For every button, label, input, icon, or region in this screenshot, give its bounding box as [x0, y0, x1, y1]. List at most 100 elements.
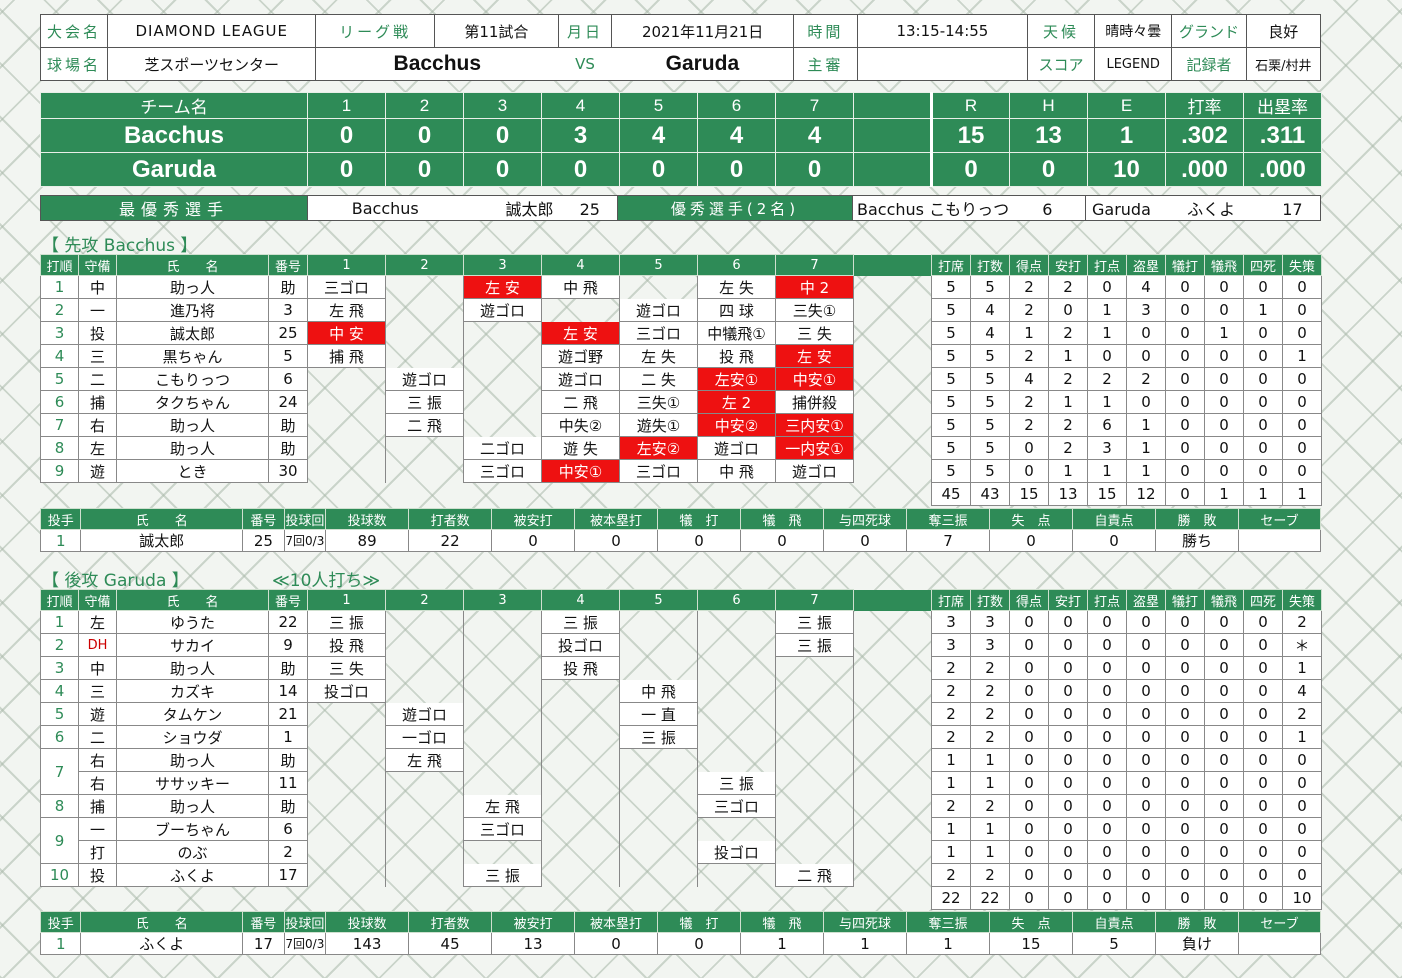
- batting-header-cell: 6: [697, 589, 776, 611]
- inning-result: [385, 275, 464, 299]
- batting-order: 7: [40, 413, 79, 437]
- inning-result: 遊ゴロ: [775, 459, 854, 483]
- batting-stat: 1: [1087, 298, 1127, 322]
- pitching-header-cell: 被安打: [491, 508, 576, 530]
- batting-header-row: 打順 守備氏 名番号 1 2 3 4 5 6 7 打席 打数 得点 安打 打点 盗塁 犠打 犠飛 四死 失策: [40, 589, 1322, 611]
- batting-stat: 0: [1243, 702, 1283, 726]
- inning-result: [541, 298, 620, 322]
- game-header: 大会名 DIAMOND LEAGUE リーグ戦 第11試合 月日 2021年11…: [39, 14, 1322, 81]
- batting-stat: 0: [1087, 794, 1127, 818]
- inning-result: [463, 367, 542, 391]
- inning-result: 遊失①: [619, 413, 698, 437]
- batting-stat: 0: [1009, 702, 1049, 726]
- batting-stat: 0: [1048, 863, 1088, 887]
- batting-stat: 0: [1165, 771, 1205, 795]
- pitching-ip: 7回0/3: [283, 529, 327, 552]
- top-pitching-table: 投手氏 名番号 投球回 投球数 打者数 被安打 被本塁打犠 打犠 飛与四死球 奪三振失 点自…: [39, 508, 1322, 552]
- batting-stat: 0: [1204, 863, 1244, 887]
- pitching-name: ふくよ: [80, 932, 244, 955]
- inning-result: [619, 794, 698, 818]
- inning-result: [307, 390, 386, 414]
- inning-result: 左 失: [619, 344, 698, 368]
- batting-stat: 2: [1009, 413, 1049, 437]
- batting-stat: 0: [1009, 679, 1049, 703]
- pitching-header-cell: 与四死球: [823, 911, 907, 933]
- batting-stat: 0: [1204, 367, 1244, 391]
- batting-stat: 0: [1204, 794, 1244, 818]
- batting-stat: 6: [1087, 413, 1127, 437]
- batting-stat: 2: [1087, 367, 1127, 391]
- batting-stat: 0: [1165, 656, 1205, 680]
- date-label: 月日: [557, 14, 613, 48]
- spacer-cell: [853, 459, 932, 483]
- inning-result: 投ゴロ: [307, 679, 386, 703]
- home-team-name: Bacchus: [315, 47, 559, 81]
- inning-result: 二 飛: [541, 390, 620, 414]
- batting-stat: 0: [1126, 817, 1166, 841]
- inning-result: 中 飛: [697, 459, 776, 483]
- pitching-sf: 1: [740, 932, 825, 955]
- batting-stat: 1: [1087, 390, 1127, 414]
- inning-score: 0: [775, 152, 854, 187]
- batting-stat: 2: [1009, 275, 1049, 299]
- batting-stat: 1: [1282, 725, 1322, 749]
- batting-header-cell: 4: [541, 589, 620, 611]
- inning-result: [385, 459, 464, 483]
- pitching-header-cell: 投球数: [325, 911, 410, 933]
- batting-header-cell: 番号: [268, 254, 308, 276]
- pitching-header-row: 投手氏 名番号 投球回 投球数 打者数 被安打 被本塁打犠 打犠 飛与四死球 奪三振失 点自…: [39, 911, 1322, 933]
- batting-stat: 5: [970, 367, 1010, 391]
- batting-stat: 2: [970, 794, 1010, 818]
- spacer-cell: [853, 275, 932, 299]
- inning-result: 中安②: [697, 413, 776, 437]
- batting-stat: 0: [1204, 633, 1244, 657]
- batting-stat: 4: [970, 321, 1010, 345]
- batting-stat: 0: [1126, 656, 1166, 680]
- inning-result: 三 失: [775, 321, 854, 345]
- inning-result: 三失①: [775, 298, 854, 322]
- uniform-number: 助: [268, 275, 308, 299]
- batting-stat: 0: [1009, 748, 1049, 772]
- spacer-cell: [853, 390, 932, 414]
- spacer-cell: [853, 794, 932, 818]
- batting-stat: 2: [931, 702, 971, 726]
- ground-label: グランド: [1171, 14, 1247, 48]
- batting-stat: 5: [931, 344, 971, 368]
- uniform-number: 1: [268, 725, 308, 749]
- batting-stat: 5: [970, 275, 1010, 299]
- spacer-cell: [853, 771, 932, 795]
- fielding-position: 一: [78, 817, 117, 841]
- scoreboard-header-cell: チーム名: [40, 92, 308, 119]
- batting-order: 2: [40, 298, 79, 322]
- batting-header-cell: 四死: [1243, 589, 1283, 611]
- batting-stat: 0: [1204, 702, 1244, 726]
- pitching-header-cell: 失 点: [988, 911, 1073, 933]
- spacer-cell: [853, 817, 932, 841]
- tournament-name: DIAMOND LEAGUE: [107, 14, 317, 48]
- inning-score: 3: [541, 118, 620, 153]
- venue-label: 球場名: [39, 47, 109, 81]
- pitching-batters: 22: [408, 529, 493, 552]
- batting-stat: 0: [1009, 863, 1049, 887]
- inning-result: [697, 679, 776, 703]
- inning-score: 0: [463, 152, 542, 187]
- batting-order: 7: [40, 748, 79, 795]
- top-section-title: 【 先攻 Bacchus 】: [42, 236, 198, 256]
- pitching-pitches: 89: [325, 529, 410, 552]
- batting-stat: 2: [931, 863, 971, 887]
- batting-order: 6: [40, 725, 79, 749]
- batting-header-cell: 氏 名: [116, 254, 269, 276]
- batting-stat: 2: [931, 656, 971, 680]
- batting-header-cell: 5: [619, 589, 698, 611]
- uniform-number: 9: [268, 633, 308, 657]
- pitching-header-cell: 被安打: [491, 911, 576, 933]
- bottom-pitching-table: 投手氏 名番号 投球回 投球数 打者数 被安打 被本塁打犠 打犠 飛与四死球 奪三振失 点自…: [39, 911, 1322, 955]
- player-name: 進乃将: [116, 298, 269, 322]
- batting-stat: 0: [1087, 863, 1127, 887]
- batting-stat: 1: [1282, 344, 1322, 368]
- batting-stat: 0: [1165, 321, 1205, 345]
- inning-score: [853, 118, 932, 153]
- batting-total: 22: [970, 886, 1010, 910]
- inning-result: [385, 344, 464, 368]
